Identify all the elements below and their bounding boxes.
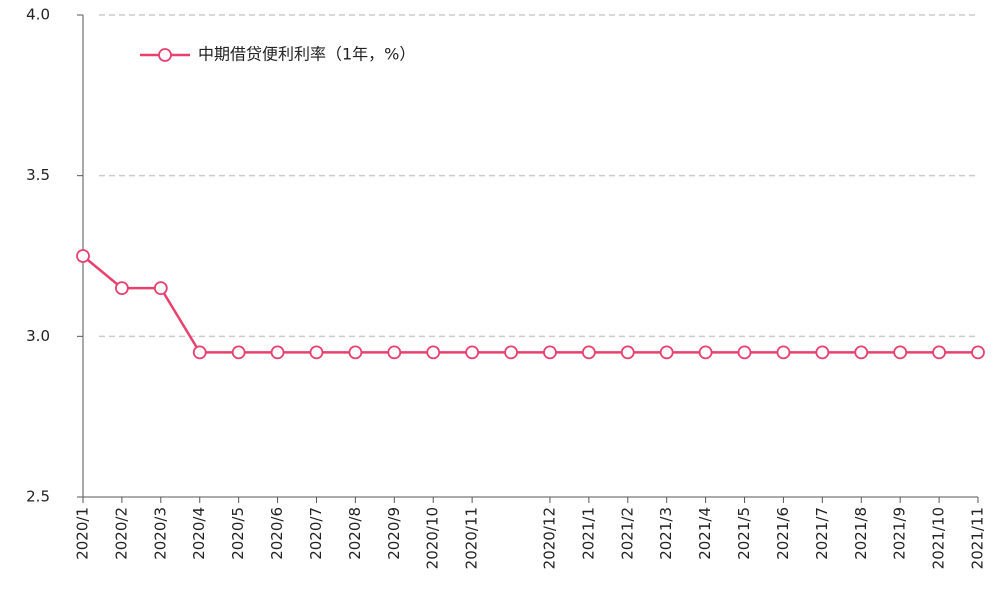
- point-marker: [231, 345, 246, 360]
- point-marker: [776, 345, 791, 360]
- point-marker: [971, 345, 985, 360]
- point-marker: [115, 281, 129, 296]
- point-marker: [893, 345, 908, 360]
- point-marker: [932, 345, 946, 360]
- x-tick-label: 2021/3: [657, 507, 675, 560]
- x-tick-label: 2020/6: [268, 507, 286, 560]
- x-tick-label: 2020/3: [151, 507, 169, 560]
- x-tick-label: 2020/1: [74, 507, 92, 560]
- series-line: [82, 255, 978, 354]
- x-tick-label: 2021/7: [813, 507, 831, 560]
- point-marker: [854, 345, 869, 360]
- point-marker: [698, 345, 713, 360]
- x-tick-label: 2020/9: [385, 507, 403, 560]
- point-marker: [270, 345, 285, 360]
- point-marker: [581, 345, 596, 360]
- point-marker: [659, 345, 674, 360]
- y-tick-label: 4.0: [26, 6, 50, 24]
- x-tick-label: 2021/8: [852, 507, 870, 560]
- x-tick-label: 2021/1: [579, 507, 597, 560]
- point-marker: [153, 281, 168, 296]
- x-tick-label: 2021/11: [969, 507, 987, 569]
- x-tick-label: 2020/2: [112, 507, 130, 560]
- x-tick-label: 2021/5: [735, 507, 753, 560]
- y-tick-label: 3.5: [26, 166, 50, 184]
- x-tick-label: 2020/4: [190, 507, 208, 560]
- point-marker: [815, 345, 830, 360]
- x-tick-label: 2021/4: [696, 507, 714, 560]
- point-marker: [309, 345, 324, 360]
- legend-label: 中期借贷便利利率（1年，%）: [198, 45, 415, 64]
- y-tick-label: 2.5: [26, 488, 50, 506]
- y-tick-label: 3.0: [26, 327, 50, 345]
- point-marker: [620, 345, 635, 360]
- x-tick-label: 2020/8: [346, 507, 364, 560]
- x-tick-label: 2021/6: [774, 507, 792, 560]
- point-marker: [465, 345, 480, 360]
- x-tick-label: 2020/11: [463, 507, 481, 569]
- x-tick-label: 2021/10: [930, 507, 948, 569]
- point-marker: [737, 345, 752, 360]
- point-marker: [504, 345, 518, 360]
- point-marker: [543, 345, 557, 360]
- point-marker: [76, 249, 90, 263]
- point-marker: [348, 345, 363, 360]
- point-marker: [192, 345, 207, 360]
- x-tick-label: 2021/2: [618, 507, 636, 560]
- point-marker: [387, 345, 402, 360]
- x-tick-label: 2020/7: [307, 507, 325, 560]
- x-tick-label: 2020/12: [540, 507, 558, 569]
- x-tick-label: 2020/10: [424, 507, 442, 569]
- point-marker: [426, 345, 441, 360]
- x-tick-label: 2021/9: [891, 507, 909, 560]
- x-tick-label: 2020/5: [229, 507, 247, 560]
- legend-marker: [158, 48, 172, 62]
